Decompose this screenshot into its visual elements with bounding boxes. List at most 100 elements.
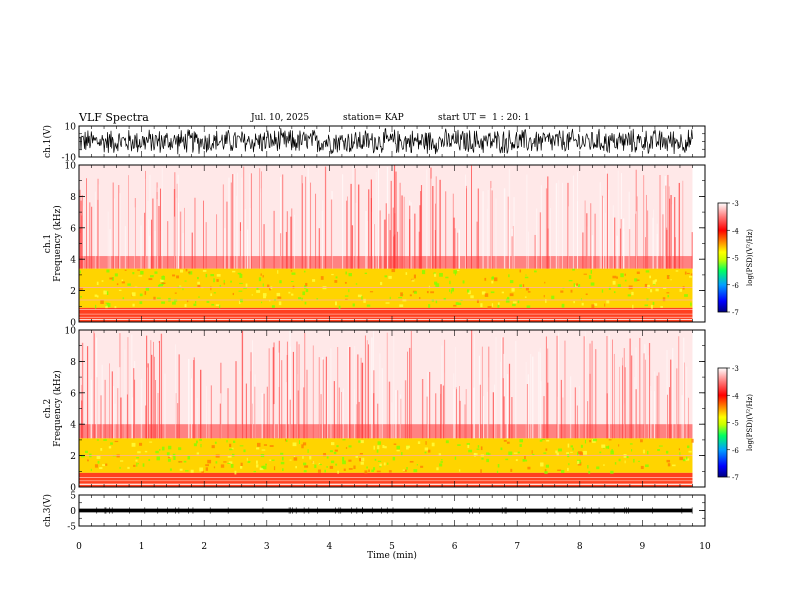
colorbar-tick-label: -5 xyxy=(732,420,739,428)
spectrogram-speckle xyxy=(468,449,473,453)
spectrogram-speckle xyxy=(509,280,514,284)
spectrogram-speckle xyxy=(96,295,99,298)
spectrogram-speckle xyxy=(519,439,524,443)
spectrogram-speckle xyxy=(532,453,535,456)
spectrogram-speckle xyxy=(120,460,124,462)
spectrogram-speckle xyxy=(667,294,670,298)
spectrogram-speckle xyxy=(522,458,525,462)
spectrogram-speckle xyxy=(142,463,145,467)
spectrogram-speckle xyxy=(497,302,500,305)
y-axis-label: Frequency (kHz) xyxy=(52,370,63,447)
spectrogram-speckle xyxy=(256,447,260,450)
spectrogram-speckle xyxy=(644,304,649,307)
spectrogram-speckle xyxy=(213,292,216,294)
spectrogram-speckle xyxy=(433,272,436,275)
spectrogram-speckle xyxy=(302,455,304,459)
spectrogram-speckle xyxy=(103,439,107,441)
spectrogram-speckle xyxy=(484,293,489,297)
spectrogram-speckle xyxy=(393,443,397,445)
y-tick-label: 6 xyxy=(70,389,76,399)
spectrogram-speckle xyxy=(213,466,216,469)
spectrogram-speckle xyxy=(291,293,294,296)
spectrogram-speckle xyxy=(324,469,326,473)
spectrogram-speckle xyxy=(445,440,449,444)
spectrogram-speckle xyxy=(185,303,187,308)
spectrogram-speckle xyxy=(312,460,315,464)
spectrogram-speckle xyxy=(133,464,136,467)
start-time-label: start UT = 1 : 20: 1 xyxy=(438,113,530,123)
colorbar-label: log(PSD)(V²/Hz) xyxy=(746,394,754,451)
spectrogram-speckle xyxy=(666,450,669,454)
spectrogram-speckle xyxy=(81,454,85,458)
spectrogram-speckle xyxy=(106,303,111,307)
spectrogram-speckle xyxy=(295,466,298,469)
spectrogram-speckle xyxy=(428,285,430,289)
spectrogram-speckle xyxy=(105,463,108,466)
spectrogram-speckle xyxy=(649,275,652,279)
spectrogram-speckle xyxy=(457,302,462,305)
spectrogram-speckle xyxy=(679,452,681,457)
spectrogram-speckle xyxy=(678,448,680,451)
spectrogram-speckle xyxy=(320,276,324,280)
spectrogram-speckle xyxy=(413,291,417,294)
spectrogram-speckle xyxy=(544,469,547,473)
spectrogram-speckle xyxy=(96,455,101,460)
spectrogram-speckle xyxy=(127,283,131,286)
spectrogram-speckle xyxy=(331,273,334,276)
spectrogram-speckle xyxy=(572,268,575,271)
spectrogram-speckle xyxy=(382,445,385,449)
spectrogram-speckle xyxy=(342,439,346,441)
spectrogram-speckle xyxy=(509,293,514,297)
spectrogram-speckle xyxy=(202,269,207,272)
spectrogram-speckle xyxy=(105,305,108,309)
spectrogram-speckle xyxy=(652,280,656,285)
spectrogram-speckle xyxy=(272,305,274,308)
spectrogram-speckle xyxy=(608,286,611,290)
spectrogram-speckle xyxy=(420,465,424,468)
spectrogram-speckle xyxy=(645,270,650,273)
spectrogram-speckle xyxy=(402,469,405,472)
spectrogram-speckle xyxy=(232,292,235,296)
spectrogram-speckle xyxy=(601,289,604,293)
spectrogram-speckle xyxy=(285,439,288,442)
y-tick-label: 5 xyxy=(70,492,76,502)
spectrogram-speckle xyxy=(428,304,431,308)
spectrogram-speckle xyxy=(227,456,232,458)
spectrogram-speckle xyxy=(176,275,180,279)
spectrogram-speckle xyxy=(543,294,545,298)
spectrogram-speckle xyxy=(329,450,333,453)
spectrogram-speckle xyxy=(159,448,161,451)
spectrogram-speckle xyxy=(333,451,337,455)
spectrogram-speckle xyxy=(335,463,338,466)
spectrogram-speckle xyxy=(519,284,523,289)
spectrogram-speckle xyxy=(281,456,284,461)
spectrogram-speckle xyxy=(196,440,198,444)
spectrogram-speckle xyxy=(280,452,284,455)
spectrogram-speckle xyxy=(290,280,294,283)
spectrogram-speckle xyxy=(127,466,130,469)
spectrogram-speckle xyxy=(156,297,161,299)
spectrogram-speckle xyxy=(411,279,415,282)
spectrogram-speckle xyxy=(618,444,620,447)
spectrogram-speckle xyxy=(167,458,171,462)
x-tick-label: 6 xyxy=(452,542,458,552)
spectrogram-speckle xyxy=(172,453,176,457)
spectrogram-speckle xyxy=(396,445,401,450)
spectrogram-speckle xyxy=(505,458,509,461)
spectrogram-speckle xyxy=(357,294,362,298)
spectrogram-speckle xyxy=(188,271,191,274)
x-tick-label: 10 xyxy=(699,542,711,552)
spectrogram-speckle xyxy=(314,464,317,469)
spectrogram-speckle xyxy=(145,287,150,291)
spectrogram-speckle xyxy=(519,444,522,447)
spectrogram-speckle xyxy=(526,305,531,308)
spectrogram-speckle xyxy=(207,459,212,464)
spectrogram-speckle xyxy=(636,271,640,274)
spectrogram-speckle xyxy=(216,279,219,282)
spectrogram-speckle xyxy=(377,441,381,445)
spectrogram-speckle xyxy=(238,300,241,305)
spectrogram-speckle xyxy=(500,447,503,451)
y-tick-label: 0 xyxy=(70,507,76,517)
spectrogram-speckle xyxy=(303,462,307,466)
